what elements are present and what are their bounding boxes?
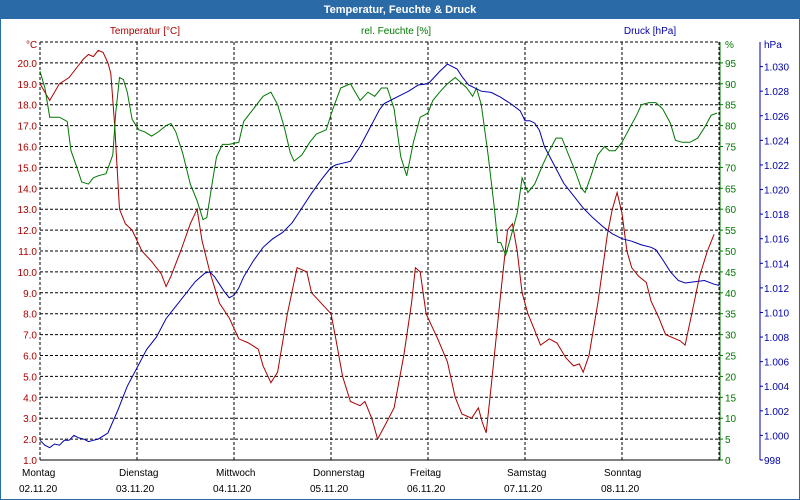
- pressure-tick-label: 1.026: [764, 112, 789, 123]
- pressure-tick-label: 1.000: [764, 431, 789, 442]
- left-axis: °C 1.0 2.0 3.0 4.0 5.0 6.0 7.0 8.0 9.0 10.0 11.0 12…: [18, 40, 38, 467]
- legend-temperature: Temperatur [°C]: [110, 26, 180, 37]
- day-weekday-label: Mittwoch: [216, 468, 255, 479]
- humidity-tick-label: 10: [725, 414, 737, 425]
- left-axis-unit: °C: [26, 40, 37, 51]
- day-weekday-label: Montag: [22, 468, 55, 479]
- humidity-tick-label: 5: [725, 435, 731, 446]
- pressure-tick-label: 1.012: [764, 284, 789, 295]
- humidity-tick-label: 60: [725, 205, 737, 216]
- day-date-label: 03.11.20: [116, 484, 155, 495]
- humidity-tick-label: 45: [725, 268, 737, 279]
- day-date-label: 08.11.20: [601, 484, 640, 495]
- day-date-label: 05.11.20: [310, 484, 349, 495]
- pressure-tick-label: 1.002: [764, 407, 789, 418]
- left-tick-label: 2.0: [23, 435, 37, 446]
- left-tick-label: 10.0: [18, 268, 38, 279]
- humidity-tick-label: 50: [725, 247, 737, 258]
- pressure-tick-label: 1.004: [764, 382, 789, 393]
- day-weekday-label: Samstag: [507, 468, 546, 479]
- day-weekday-label: Sonntag: [604, 468, 641, 479]
- humidity-axis-unit: %: [725, 40, 734, 51]
- left-tick-label: 15.0: [18, 163, 38, 174]
- pressure-tick-label: 1.014: [764, 259, 789, 270]
- pressure-tick-label: 1.022: [764, 161, 789, 172]
- day-weekday-label: Dienstag: [119, 468, 158, 479]
- humidity-tick-label: 55: [725, 226, 737, 237]
- pressure-tick-label: 1.030: [764, 63, 789, 74]
- humidity-tick-label: 95: [725, 59, 737, 70]
- left-tick-label: 3.0: [23, 414, 37, 425]
- pressure-tick-label: 1.016: [764, 235, 789, 246]
- x-axis-labels: Montag 02.11.20 Dienstag 03.11.20 Mittwoch 04…: [19, 468, 641, 495]
- chart-title: Temperatur, Feuchte & Druck: [1, 1, 799, 19]
- humidity-tick-label: 65: [725, 184, 737, 195]
- left-tick-label: 7.0: [23, 331, 37, 342]
- left-tick-label: 8.0: [23, 310, 37, 321]
- day-date-label: 02.11.20: [19, 484, 58, 495]
- humidity-tick-label: 0: [725, 456, 731, 467]
- pressure-axis-unit: hPa: [764, 40, 782, 51]
- left-tick-label: 6.0: [23, 352, 37, 363]
- pressure-tick-label: 1.006: [764, 358, 789, 369]
- humidity-tick-label: 20: [725, 372, 737, 383]
- series-lines: [39, 49, 720, 449]
- day-date-label: 07.11.20: [504, 484, 543, 495]
- left-tick-label: 20.0: [18, 59, 38, 70]
- temperature-line: [39, 49, 715, 441]
- left-tick-label: 1.0: [23, 456, 37, 467]
- humidity-tick-label: 25: [725, 352, 737, 363]
- pressure-tick-label: 1.010: [764, 308, 789, 319]
- humidity-tick-label: 70: [725, 163, 737, 174]
- left-tick-label: 19.0: [18, 80, 38, 91]
- left-tick-label: 14.0: [18, 184, 38, 195]
- day-date-label: 06.11.20: [407, 484, 446, 495]
- left-tick-label: 12.0: [18, 226, 38, 237]
- humidity-line: [39, 71, 718, 257]
- humidity-axis: % 0 5 10 15 20 25 30 35 40 45 50 55 60 65 70 75 80 85 90 95: [720, 40, 737, 467]
- left-tick-label: 17.0: [18, 122, 38, 133]
- day-date-label: 04.11.20: [213, 484, 252, 495]
- day-weekday-label: Donnerstag: [313, 468, 365, 479]
- day-weekday-label: Freitag: [410, 468, 441, 479]
- pressure-tick-label: 1.008: [764, 333, 789, 344]
- grid-lines: [39, 41, 761, 461]
- left-tick-label: 4.0: [23, 393, 37, 404]
- left-tick-label: 18.0: [18, 101, 38, 112]
- left-tick-label: 5.0: [23, 372, 37, 383]
- pressure-tick-label: 1.028: [764, 87, 789, 98]
- pressure-tick-label: 998: [764, 456, 781, 467]
- humidity-tick-label: 90: [725, 80, 737, 91]
- legend-humidity: rel. Feuchte [%]: [361, 26, 431, 37]
- humidity-tick-label: 85: [725, 101, 737, 112]
- pressure-tick-label: 1.020: [764, 186, 789, 197]
- legend-pressure: Druck [hPa]: [624, 26, 676, 37]
- left-tick-label: 16.0: [18, 143, 38, 154]
- left-tick-label: 11.0: [18, 247, 37, 258]
- humidity-tick-label: 35: [725, 310, 737, 321]
- humidity-tick-label: 30: [725, 331, 737, 342]
- pressure-axis: hPa 998 1.000 1.002 1.004 1.006 1.008 1.010 1.0…: [760, 40, 789, 467]
- humidity-tick-label: 15: [725, 393, 737, 404]
- pressure-tick-label: 1.018: [764, 210, 789, 221]
- humidity-tick-label: 80: [725, 122, 737, 133]
- humidity-tick-label: 40: [725, 289, 737, 300]
- pressure-line: [39, 63, 720, 449]
- left-tick-label: 9.0: [23, 289, 37, 300]
- left-tick-label: 13.0: [18, 205, 38, 216]
- humidity-tick-label: 75: [725, 143, 737, 154]
- pressure-tick-label: 1.024: [764, 136, 789, 147]
